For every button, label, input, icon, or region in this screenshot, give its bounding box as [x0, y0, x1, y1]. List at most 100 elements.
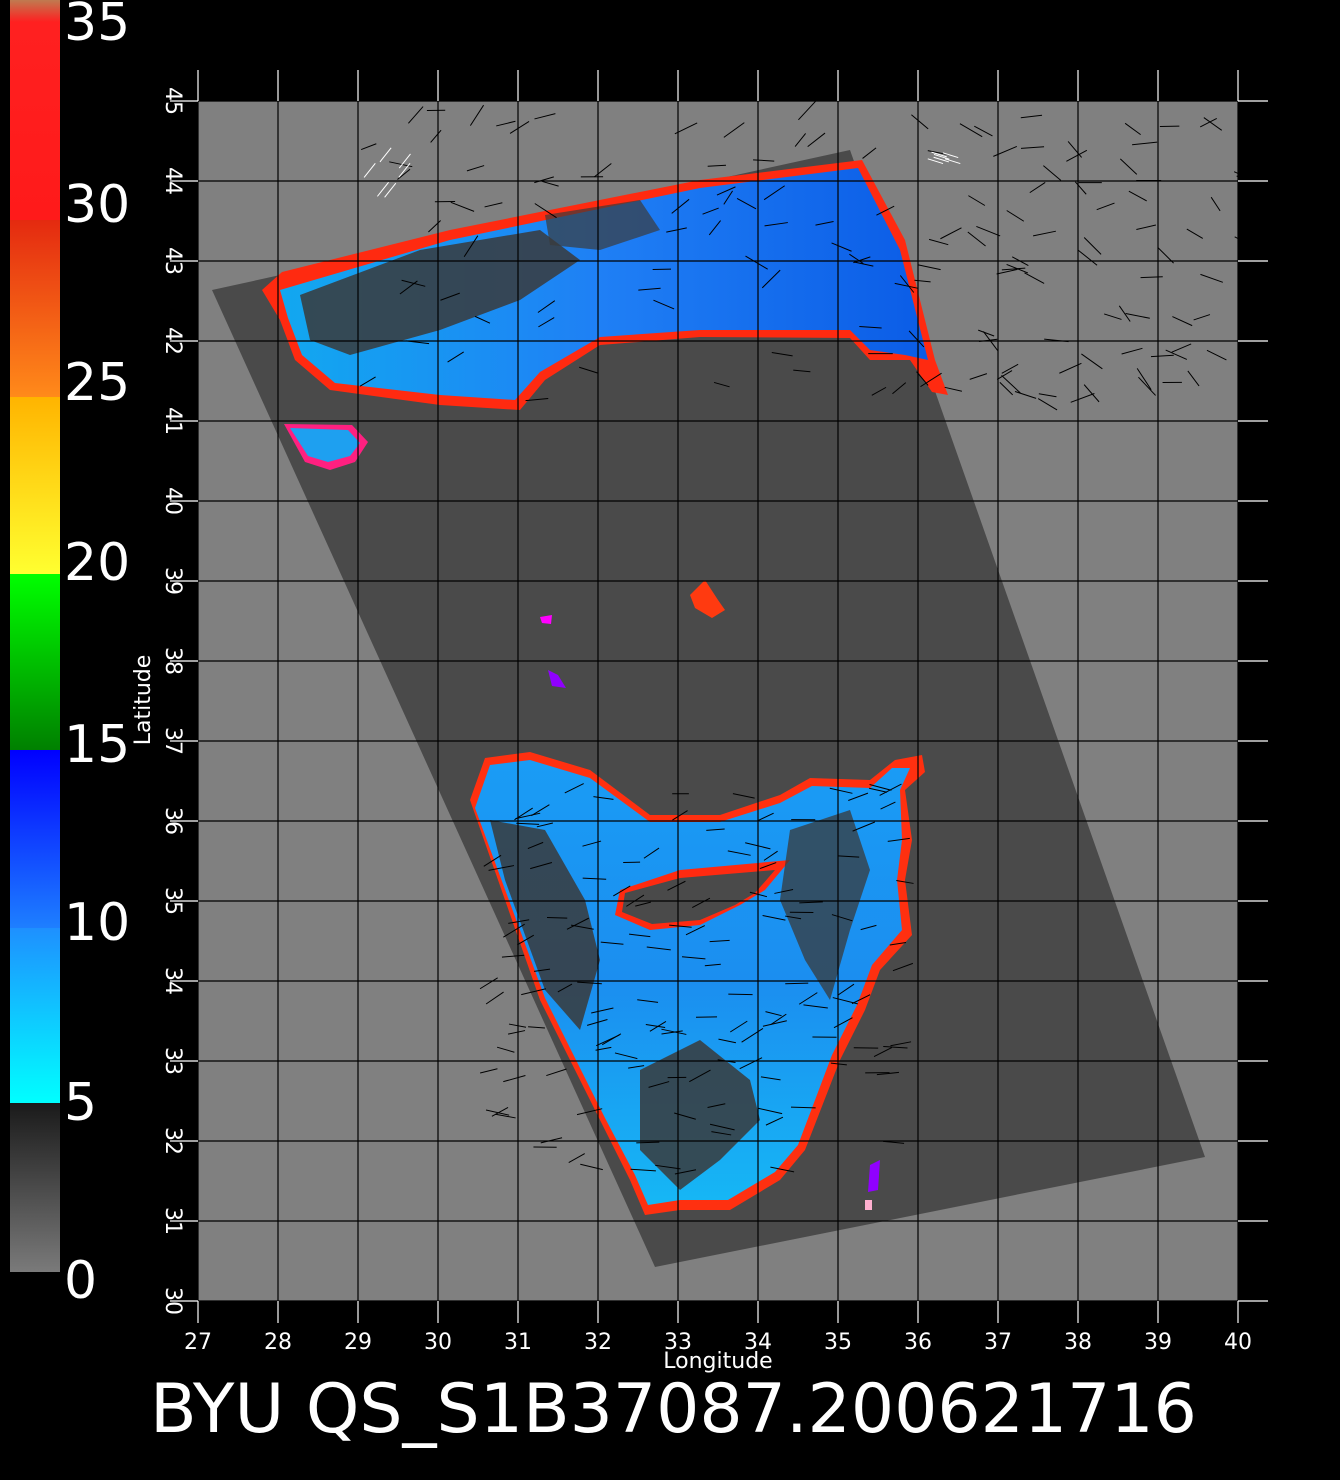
x-tick-label: 32 — [584, 1330, 612, 1355]
wind-vector-south — [479, 1068, 498, 1074]
wind-vector-south — [503, 1074, 526, 1083]
y-axis-tick-labels: 30 31 32 33 34 35 36 37 38 39 40 41 42 43 44 45 — [160, 87, 185, 1315]
colorbar-band-20-25 — [10, 397, 60, 574]
wind-vector-south — [762, 1020, 787, 1027]
wind-vector-north — [1024, 272, 1045, 284]
wind-vector-white — [933, 156, 950, 163]
wind-vector-south — [798, 992, 818, 1005]
wind-vector-north — [1001, 267, 1026, 271]
wind-vector-south — [833, 1017, 853, 1029]
wind-vector-south — [758, 1107, 783, 1115]
wind-vector-south — [763, 850, 778, 861]
wind-vector-south — [531, 804, 550, 817]
wind-vector-north — [1066, 149, 1088, 162]
wind-vector-north — [708, 220, 721, 236]
colorbar-band-0-5 — [10, 1103, 60, 1272]
wind-vector-north — [484, 202, 503, 208]
wind-vector-south — [887, 837, 910, 842]
wind-vector-white — [384, 182, 397, 198]
wind-vector-north — [713, 381, 730, 388]
wind-vector-north — [1206, 349, 1227, 361]
colorbar-label-15: 15 — [64, 715, 130, 775]
wind-vector-south — [757, 812, 774, 822]
wind-vector-south — [503, 923, 525, 938]
wind-vector-north — [408, 106, 424, 124]
wind-vector-south — [706, 828, 725, 831]
wind-vector-south — [536, 822, 553, 828]
colorbar-band-10-15 — [10, 750, 60, 928]
wind-vector-north — [1136, 368, 1152, 391]
wind-vector-south — [732, 793, 755, 799]
colorbar-label-20: 20 — [64, 533, 130, 593]
wind-vector-south — [479, 977, 498, 990]
wind-vector-south — [873, 1047, 893, 1057]
wind-vector-south — [485, 1109, 510, 1116]
wind-vector-white — [944, 158, 961, 165]
wind-vector-north — [1186, 228, 1204, 239]
wind-vector-south — [501, 954, 525, 958]
wind-vector-north — [944, 386, 963, 392]
wind-vector-north — [967, 231, 986, 247]
wind-vector-south — [630, 1168, 656, 1172]
wind-vector-south — [496, 1046, 515, 1053]
wind-vector-north — [876, 205, 895, 216]
colorbar-band-15-20 — [10, 574, 60, 750]
y-tick-label: 36 — [160, 807, 185, 835]
wind-vector-south — [681, 956, 706, 960]
colorbar-label-5: 5 — [64, 1073, 97, 1133]
wind-vector-north — [763, 185, 785, 201]
wind-vector-south — [669, 924, 692, 928]
wind-vector-north — [466, 165, 485, 172]
wind-vector-north — [854, 261, 874, 267]
wind-vector-south — [637, 999, 659, 1003]
wind-vector-south — [889, 941, 907, 946]
wind-vector-south — [600, 941, 624, 945]
wind-vector-south — [829, 787, 853, 794]
wind-vector-south — [765, 1116, 784, 1126]
colorbar-label-25: 25 — [64, 353, 130, 413]
wind-vector-north — [638, 287, 661, 291]
wind-vector-north — [1083, 237, 1102, 255]
wind-vector-north — [401, 279, 426, 287]
wind-vector-north — [894, 282, 919, 289]
wind-vector-south — [528, 1026, 545, 1029]
wind-vector-north — [1032, 230, 1056, 237]
colorbar-band-25-30 — [10, 220, 60, 397]
wind-vector-north — [1124, 122, 1141, 136]
wind-vector-north — [859, 326, 882, 329]
wind-vector-south — [883, 1045, 908, 1049]
wind-vector-north — [1138, 376, 1156, 396]
x-tick-label: 28 — [264, 1330, 292, 1355]
wind-vector-north — [794, 133, 807, 147]
wind-vector-south — [896, 879, 914, 884]
wind-vector-south — [485, 991, 504, 1005]
wind-vector-south — [838, 855, 860, 858]
wind-vector-south — [667, 880, 686, 891]
wind-vector-north — [469, 104, 485, 126]
wind-vector-north — [537, 300, 556, 313]
wind-vector-south — [530, 862, 553, 870]
wind-vector-south — [580, 1163, 603, 1171]
wind-vector-north — [1199, 117, 1217, 128]
wind-vector-south — [803, 1004, 828, 1009]
wind-vector-north — [463, 235, 479, 258]
wind-vector-north — [920, 372, 942, 388]
wind-vector-north — [849, 253, 864, 264]
marmara-water — [290, 428, 360, 462]
wind-vector-south — [515, 812, 541, 820]
wind-vector-white — [379, 147, 392, 163]
wind-vector-south — [517, 934, 535, 946]
wind-vector-north — [579, 366, 598, 374]
wind-vector-north — [928, 238, 949, 246]
footer-title: BYU QS_S1B37087.200621716 — [150, 1370, 1197, 1449]
y-tick-label: 33 — [160, 1047, 185, 1075]
x-tick-label: 33 — [664, 1330, 692, 1355]
wind-vector-north — [1020, 114, 1043, 119]
wind-vector-north — [968, 195, 986, 206]
wind-vector-north — [918, 264, 941, 271]
wind-vector-white — [363, 162, 376, 178]
wind-vector-south — [883, 1140, 905, 1144]
small-island-1 — [868, 1160, 880, 1192]
wind-vector-south — [851, 994, 871, 1005]
